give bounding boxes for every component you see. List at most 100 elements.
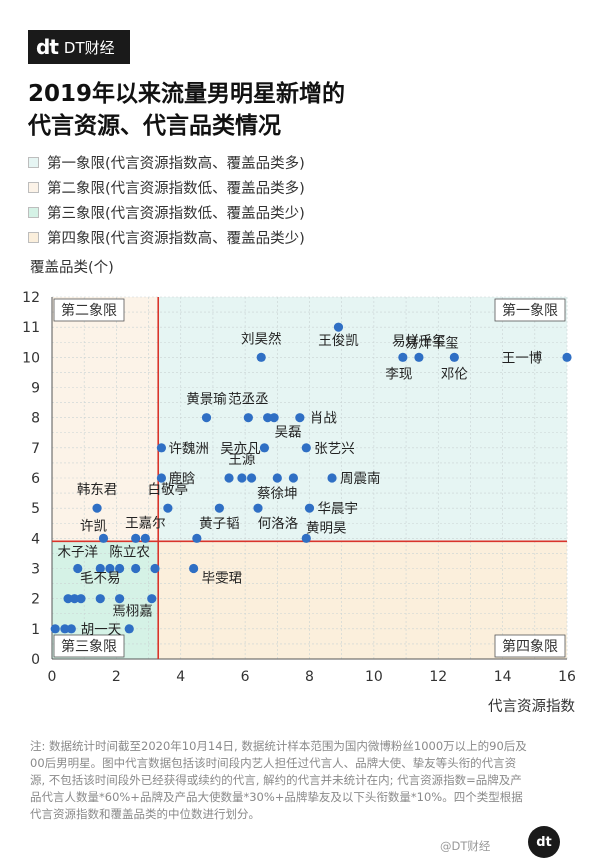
- data-point: [73, 563, 83, 574]
- point-label: 白敬亭: [148, 481, 189, 498]
- data-point: [295, 413, 305, 423]
- data-point: [201, 413, 212, 423]
- data-point: [156, 473, 167, 483]
- x-tick-label: 2: [112, 669, 121, 685]
- data-point: [243, 413, 253, 423]
- x-tick-label: 16: [558, 669, 576, 685]
- point-label: 黄明昊: [306, 520, 347, 536]
- point-label: 张艺兴: [314, 441, 355, 457]
- brand-mark: dt: [36, 35, 59, 59]
- legend-item-q1: 第一象限(代言资源指数高、覆盖品类多): [28, 150, 305, 175]
- weibo-handle: @DT财经: [440, 839, 491, 853]
- data-point: [131, 563, 141, 574]
- legend: 第一象限(代言资源指数高、覆盖品类多) 第二象限(代言资源指数低、覆盖品类多) …: [28, 150, 305, 250]
- quadrant-label-q2: 第二象限: [61, 302, 117, 319]
- data-point: [163, 503, 173, 513]
- data-point: [95, 594, 105, 604]
- legend-label-q3: 第三象限(代言资源指数低、覆盖品类少): [47, 206, 305, 222]
- point-label: 华晨宇: [318, 501, 359, 517]
- data-point: [269, 413, 279, 423]
- point-label: 黄子韬: [199, 516, 240, 532]
- legend-label-q1: 第一象限(代言资源指数高、覆盖品类多): [47, 156, 305, 172]
- data-point: [114, 594, 125, 604]
- quadrant-label-q3-box: [53, 634, 125, 658]
- y-tick-label: 1: [31, 622, 40, 638]
- x-tick-label: 0: [48, 669, 57, 685]
- data-point: [60, 624, 70, 634]
- y-tick-label: 5: [31, 501, 40, 517]
- y-tick-label: 11: [22, 320, 40, 336]
- quadrant-label-q2-box: [53, 298, 125, 322]
- point-label: 王嘉尔: [125, 515, 166, 531]
- data-point: [224, 473, 234, 483]
- point-label: 刘昊然: [241, 330, 282, 347]
- quadrant-label-q4: 第四象限: [502, 638, 558, 655]
- y-tick-label: 12: [22, 290, 40, 306]
- data-point: [140, 533, 150, 543]
- point-label: 吴亦凡: [220, 441, 261, 457]
- legend-swatch-q2: [28, 182, 39, 193]
- x-tick-label: 14: [494, 669, 512, 685]
- y-tick-label: 3: [31, 562, 40, 578]
- data-point: [333, 322, 344, 332]
- data-point: [214, 503, 224, 513]
- data-point: [272, 473, 282, 483]
- y-tick-label: 8: [31, 411, 40, 427]
- point-label: 王一博: [502, 349, 543, 366]
- point-label: 周震南: [340, 471, 381, 487]
- y-axis-label: 覆盖品类(个): [30, 260, 114, 276]
- data-point: [69, 594, 80, 604]
- data-point: [147, 594, 157, 604]
- data-point: [398, 352, 408, 362]
- data-point: [131, 533, 141, 543]
- legend-swatch-q3: [28, 207, 39, 218]
- legend-swatch-q1: [28, 157, 39, 168]
- point-label: 许凯: [80, 518, 107, 534]
- point-label: 鹿晗: [168, 470, 195, 487]
- point-label: 易烊千玺: [392, 333, 446, 349]
- legend-label-q2: 第二象限(代言资源指数低、覆盖品类多): [47, 181, 305, 197]
- data-point: [288, 473, 299, 483]
- point-label: 许魏洲: [168, 441, 209, 457]
- point-label: 木子洋: [58, 545, 99, 561]
- annotation-label: 焉栩嘉: [112, 604, 153, 620]
- quadrant-label-q1: 第一象限: [502, 302, 558, 319]
- data-point: [256, 352, 266, 362]
- data-point: [237, 473, 247, 483]
- data-point: [327, 473, 337, 483]
- point-label: 王俊凯: [318, 333, 359, 349]
- data-point: [150, 563, 160, 574]
- title-line-1: 2019年以来流量男明星新增的: [28, 81, 346, 107]
- data-point: [92, 503, 102, 513]
- x-axis-label: 代言资源指数: [488, 698, 575, 715]
- annotation-label: 易烊千玺: [405, 335, 459, 351]
- x-tick-label: 12: [429, 669, 447, 685]
- quadrant-label-q3: 第三象限: [61, 638, 117, 655]
- quadrant-2-area: [52, 297, 159, 542]
- data-point: [124, 624, 134, 634]
- quadrant-label-q1-box: [494, 298, 566, 322]
- title-line-2: 代言资源、代言品类情况: [28, 113, 281, 139]
- point-label: 吴磊: [275, 425, 302, 441]
- data-point: [66, 624, 76, 634]
- footnote: 注: 数据统计时间截至2020年10月14日, 数据统计样本范围为国内微博粉丝1…: [30, 739, 527, 821]
- data-point: [76, 594, 86, 604]
- data-point: [414, 352, 424, 362]
- data-point: [50, 624, 60, 634]
- point-label: 毛不易: [80, 571, 121, 587]
- y-tick-label: 9: [31, 381, 40, 397]
- y-tick-label: 2: [31, 592, 40, 608]
- brand-logo: dt DT财经: [28, 30, 130, 64]
- legend-swatch-q4: [28, 232, 39, 243]
- y-tick-label: 6: [31, 471, 40, 487]
- point-label: 毕雯珺: [202, 571, 243, 587]
- point-label: 李现: [385, 366, 412, 382]
- data-point: [263, 413, 273, 423]
- point-label: 王源: [228, 452, 255, 468]
- data-point: [192, 533, 202, 543]
- legend-item-q3: 第三象限(代言资源指数低、覆盖品类少): [28, 200, 305, 225]
- data-point: [259, 443, 270, 453]
- chart-title: 2019年以来流量男明星新增的 代言资源、代言品类情况: [28, 78, 345, 142]
- legend-item-q4: 第四象限(代言资源指数高、覆盖品类少): [28, 225, 305, 250]
